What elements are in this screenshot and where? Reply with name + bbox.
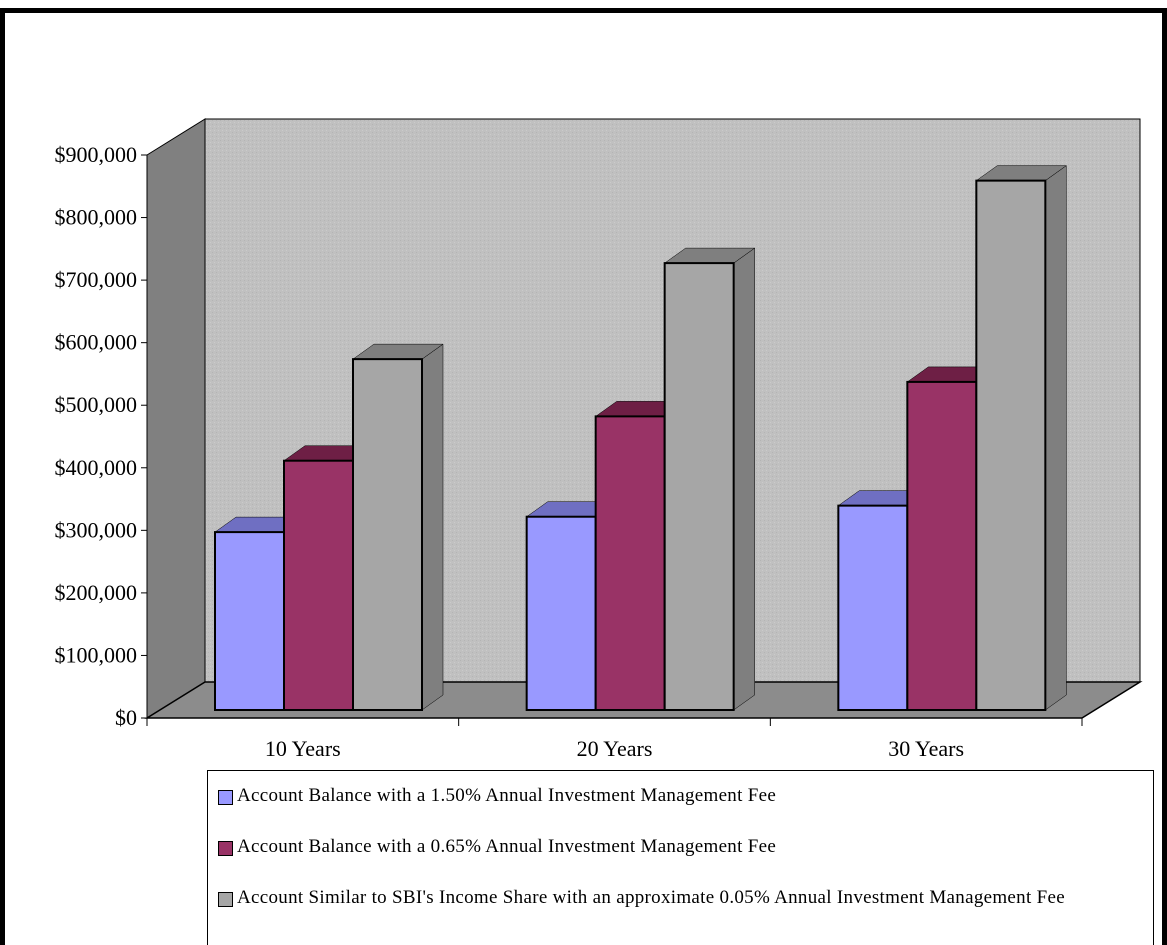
y-axis: $0 $100,000 $200,000 $300,000 $400,000 $500,0…	[55, 142, 148, 730]
bar	[837, 504, 909, 711]
y-tick-label: $500,000	[55, 392, 138, 417]
legend-item-series-3: Account Similar to SBI's Income Share wi…	[218, 885, 1139, 911]
y-tick-label: $900,000	[55, 142, 138, 167]
bar-side	[421, 343, 444, 711]
legend-item-series-1: Account Balance with a 1.50% Annual Inve…	[218, 783, 1139, 809]
legend-label-series-3: Account Similar to SBI's Income Share wi…	[237, 887, 1065, 908]
bar	[975, 179, 1047, 712]
bar	[594, 415, 666, 711]
bar-side	[733, 247, 755, 711]
bar-side	[1045, 165, 1067, 711]
y-tick-label: $100,000	[55, 642, 138, 667]
bar	[906, 380, 978, 711]
legend-label-series-2: Account Balance with a 0.65% Annual Inve…	[237, 836, 777, 857]
bar	[663, 262, 735, 711]
y-tick-label: $600,000	[55, 330, 138, 355]
y-tick-label: $400,000	[55, 455, 138, 480]
y-tick-label: $0	[115, 705, 137, 730]
y-tick-label: $700,000	[55, 267, 138, 292]
x-category-label: 10 Years	[265, 736, 341, 761]
bar	[283, 459, 354, 712]
legend: Account Balance with a 1.50% Annual Inve…	[207, 770, 1154, 945]
chart-bars	[214, 165, 1068, 712]
y-tick-label: $800,000	[55, 205, 138, 230]
bar	[214, 531, 285, 711]
bar	[525, 515, 597, 712]
side-wall	[146, 118, 206, 719]
legend-label-series-1: Account Balance with a 1.50% Annual Inve…	[237, 785, 777, 806]
bar	[352, 358, 423, 711]
legend-swatch-series-2	[218, 841, 233, 856]
y-tick-label: $300,000	[55, 517, 138, 542]
x-category-label: 20 Years	[577, 736, 653, 761]
x-category-label: 30 Years	[888, 736, 964, 761]
x-axis: 10 Years 20 Years 30 Years	[146, 717, 1083, 761]
y-tick-label: $200,000	[55, 580, 138, 605]
legend-item-series-2: Account Balance with a 0.65% Annual Inve…	[218, 834, 1139, 860]
legend-swatch-series-1	[218, 790, 233, 805]
legend-swatch-series-3	[218, 892, 233, 907]
